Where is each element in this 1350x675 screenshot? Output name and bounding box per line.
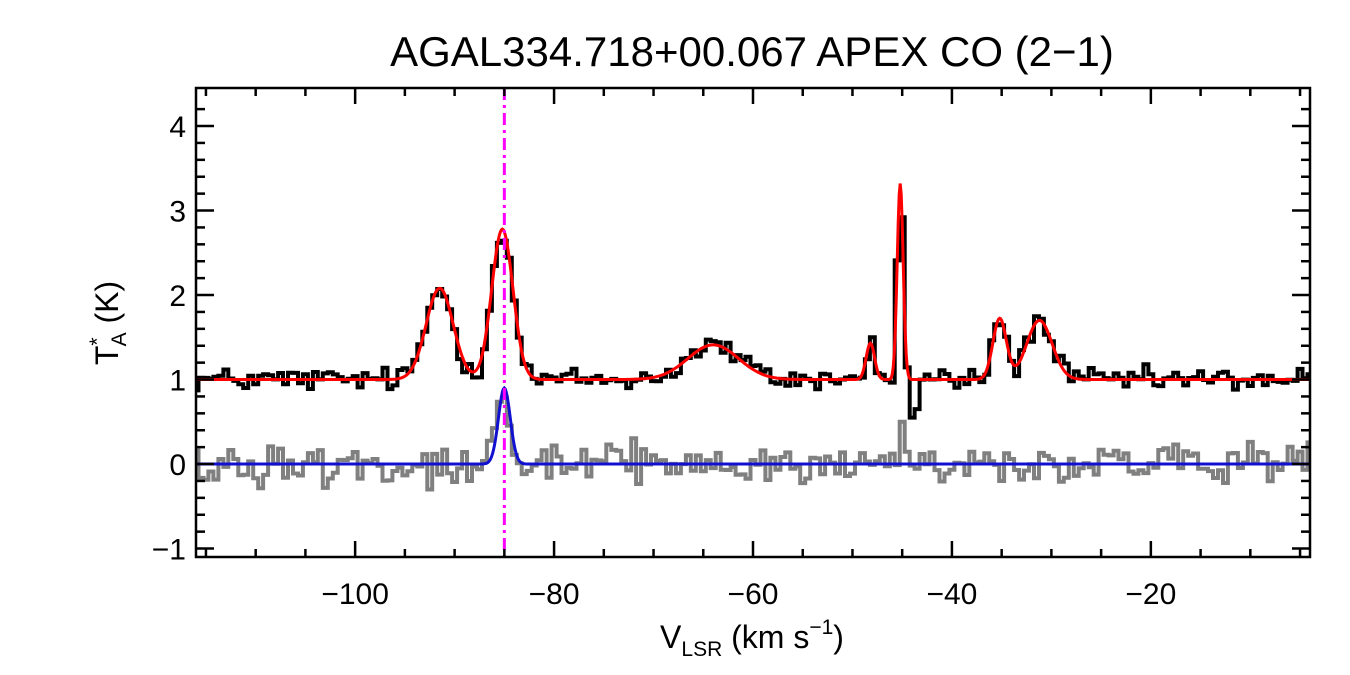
y-tick-label: 4 (169, 111, 186, 144)
x-tick-label: −100 (321, 578, 389, 611)
x-tick-label: −60 (728, 578, 779, 611)
x-label-units: (km s (722, 619, 809, 655)
x-axis-label: VLSR (km s−1) (660, 616, 844, 661)
y-tick-label: 1 (169, 365, 186, 398)
y-label-sup: * (86, 337, 109, 345)
y-label-main: T (89, 346, 125, 366)
plot-frame (194, 86, 1312, 559)
y-tick-label: 0 (169, 449, 186, 482)
series-3-fit-line (196, 385, 1310, 466)
series-0-steps (196, 215, 1310, 420)
x-tick-label: −40 (926, 578, 977, 611)
y-tick-label: 2 (169, 280, 186, 313)
chart-title: AGAL334.718+00.067 APEX CO (2−1) (390, 28, 1114, 75)
y-label-units: (K) (89, 281, 125, 333)
x-label-units-end: ) (833, 619, 844, 655)
x-tick-label: −80 (529, 578, 580, 611)
x-label-sub: LSR (681, 638, 722, 661)
x-axis: −100 −80 −60 −40 −20 (204, 88, 1302, 611)
x-tick-label: −20 (1125, 578, 1176, 611)
y-axis-label: T*A (K) (86, 281, 131, 365)
x-label-main: V (660, 619, 682, 655)
y-tick-label: 3 (169, 196, 186, 229)
series-2-steps (196, 395, 1310, 492)
series-1-fit-line (196, 183, 1310, 381)
y-axis: −1 0 1 2 3 4 (152, 107, 1310, 567)
x-label-units-sup: −1 (809, 616, 833, 639)
series-layer (196, 183, 1310, 492)
y-tick-label: −1 (152, 534, 186, 567)
y-label-sub: A (108, 332, 131, 346)
